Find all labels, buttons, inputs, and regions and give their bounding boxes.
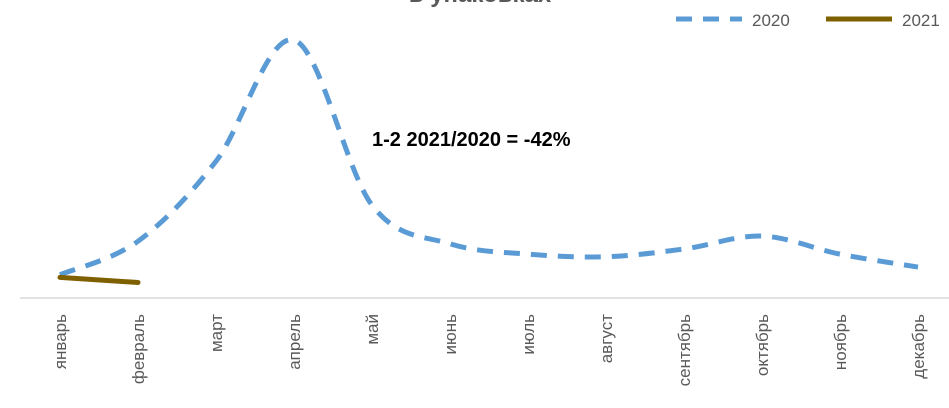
annotation: 1-2 2021/2020 = -42%: [372, 129, 571, 151]
x-tick-label: ноябрь: [831, 314, 850, 370]
legend-label: 2021: [902, 11, 940, 30]
x-tick-label: март: [207, 314, 226, 352]
x-tick-label: август: [597, 314, 616, 363]
x-tick-label: апрель: [285, 314, 304, 370]
x-tick-label: октябрь: [753, 314, 772, 376]
x-tick-label: декабрь: [909, 314, 928, 379]
x-tick-label: май: [363, 314, 382, 345]
legend-label: 2020: [752, 11, 790, 30]
chart-title: в упаковках: [409, 0, 552, 8]
x-tick-label: июль: [519, 314, 538, 355]
x-tick-label: июнь: [441, 314, 460, 355]
x-tick-label: сентябрь: [675, 314, 694, 387]
x-tick-label: февраль: [129, 314, 148, 384]
series-line: [59, 37, 919, 278]
series-line: [57, 274, 141, 286]
x-tick-label: январь: [51, 314, 70, 369]
